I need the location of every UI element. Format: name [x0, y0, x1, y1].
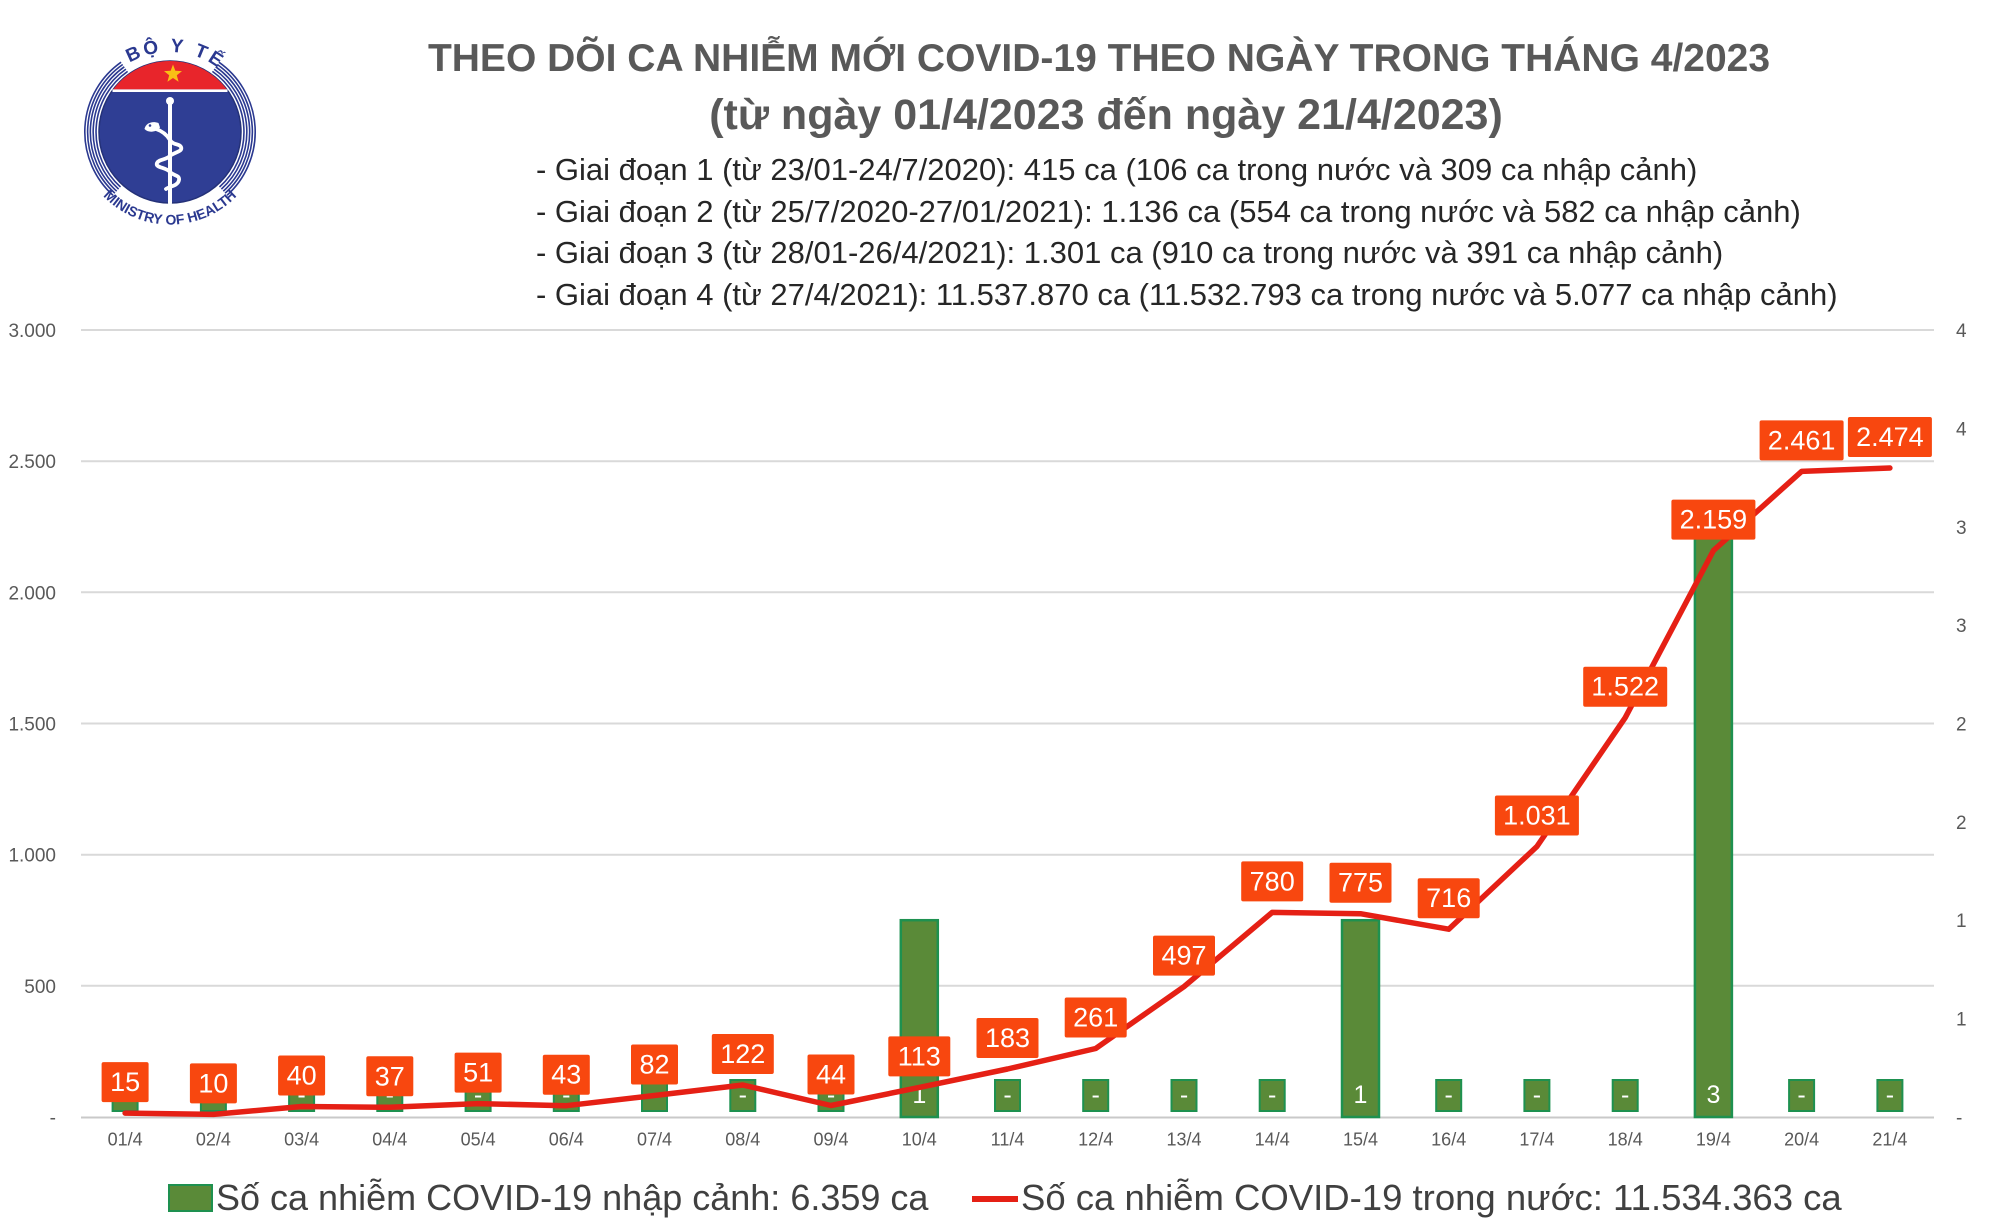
- svg-text:21/4: 21/4: [1872, 1130, 1907, 1150]
- svg-text:1.000: 1.000: [8, 846, 56, 867]
- svg-text:20/4: 20/4: [1784, 1130, 1819, 1150]
- svg-text:11/4: 11/4: [991, 1130, 1025, 1150]
- svg-text:2.159: 2.159: [1680, 505, 1748, 535]
- svg-text:01/4: 01/4: [108, 1130, 143, 1150]
- svg-text:113: 113: [898, 1041, 941, 1071]
- svg-text:3: 3: [1956, 518, 1967, 539]
- svg-text:1.500: 1.500: [8, 715, 56, 736]
- svg-text:497: 497: [1161, 941, 1206, 971]
- svg-text:-: -: [1268, 1081, 1276, 1109]
- svg-text:2: 2: [1956, 715, 1967, 736]
- svg-text:122: 122: [720, 1039, 765, 1069]
- svg-text:3: 3: [1706, 1081, 1720, 1109]
- svg-text:775: 775: [1338, 868, 1383, 898]
- svg-text:12/4: 12/4: [1078, 1130, 1113, 1150]
- svg-text:18/4: 18/4: [1608, 1130, 1643, 1150]
- svg-text:08/4: 08/4: [725, 1130, 760, 1150]
- svg-text:82: 82: [639, 1050, 669, 1080]
- svg-text:16/4: 16/4: [1431, 1130, 1466, 1150]
- svg-text:2.461: 2.461: [1768, 425, 1836, 455]
- svg-text:14/4: 14/4: [1255, 1130, 1290, 1150]
- svg-text:780: 780: [1250, 866, 1295, 896]
- svg-text:4: 4: [1956, 321, 1967, 342]
- svg-text:3.000: 3.000: [8, 321, 56, 342]
- svg-text:261: 261: [1073, 1003, 1118, 1033]
- svg-text:-: -: [50, 1108, 56, 1129]
- svg-text:-: -: [1886, 1081, 1894, 1109]
- svg-text:-: -: [1621, 1081, 1629, 1109]
- svg-text:-: -: [562, 1081, 570, 1109]
- svg-text:09/4: 09/4: [813, 1130, 848, 1150]
- svg-text:183: 183: [985, 1023, 1030, 1053]
- svg-text:1: 1: [1956, 911, 1967, 932]
- svg-text:13/4: 13/4: [1166, 1130, 1201, 1150]
- svg-text:-: -: [1180, 1081, 1188, 1109]
- svg-text:07/4: 07/4: [637, 1130, 672, 1150]
- svg-text:10: 10: [198, 1068, 228, 1098]
- svg-text:17/4: 17/4: [1519, 1130, 1554, 1150]
- svg-text:43: 43: [551, 1060, 581, 1090]
- svg-text:-: -: [1797, 1081, 1805, 1109]
- svg-text:37: 37: [375, 1061, 405, 1091]
- svg-text:1.031: 1.031: [1503, 801, 1571, 831]
- svg-text:2.474: 2.474: [1856, 422, 1924, 452]
- svg-text:-: -: [1533, 1081, 1541, 1109]
- svg-text:15/4: 15/4: [1343, 1130, 1378, 1150]
- svg-text:500: 500: [24, 977, 56, 998]
- svg-text:1: 1: [1354, 1081, 1368, 1109]
- svg-text:-: -: [739, 1081, 747, 1109]
- svg-text:04/4: 04/4: [372, 1130, 407, 1150]
- svg-text:40: 40: [287, 1061, 317, 1091]
- svg-text:2.500: 2.500: [8, 452, 56, 473]
- svg-text:1.522: 1.522: [1591, 672, 1659, 702]
- svg-text:2: 2: [1956, 813, 1967, 834]
- svg-text:716: 716: [1426, 883, 1471, 913]
- svg-text:06/4: 06/4: [549, 1130, 584, 1150]
- svg-text:-: -: [1092, 1081, 1100, 1109]
- svg-text:02/4: 02/4: [196, 1130, 231, 1150]
- svg-text:05/4: 05/4: [461, 1130, 496, 1150]
- svg-text:10/4: 10/4: [902, 1130, 937, 1150]
- svg-text:-: -: [1003, 1081, 1011, 1109]
- svg-text:-: -: [1445, 1081, 1453, 1109]
- svg-text:-: -: [827, 1081, 835, 1109]
- svg-text:2.000: 2.000: [8, 583, 56, 604]
- svg-text:44: 44: [816, 1060, 846, 1090]
- svg-text:03/4: 03/4: [284, 1130, 319, 1150]
- svg-text:-: -: [1956, 1108, 1962, 1129]
- svg-text:3: 3: [1956, 616, 1967, 637]
- svg-text:19/4: 19/4: [1696, 1130, 1731, 1150]
- svg-text:15: 15: [110, 1067, 140, 1097]
- svg-text:1: 1: [1956, 1010, 1967, 1031]
- svg-text:-: -: [474, 1081, 482, 1109]
- svg-text:51: 51: [463, 1058, 493, 1088]
- svg-text:4: 4: [1956, 419, 1967, 440]
